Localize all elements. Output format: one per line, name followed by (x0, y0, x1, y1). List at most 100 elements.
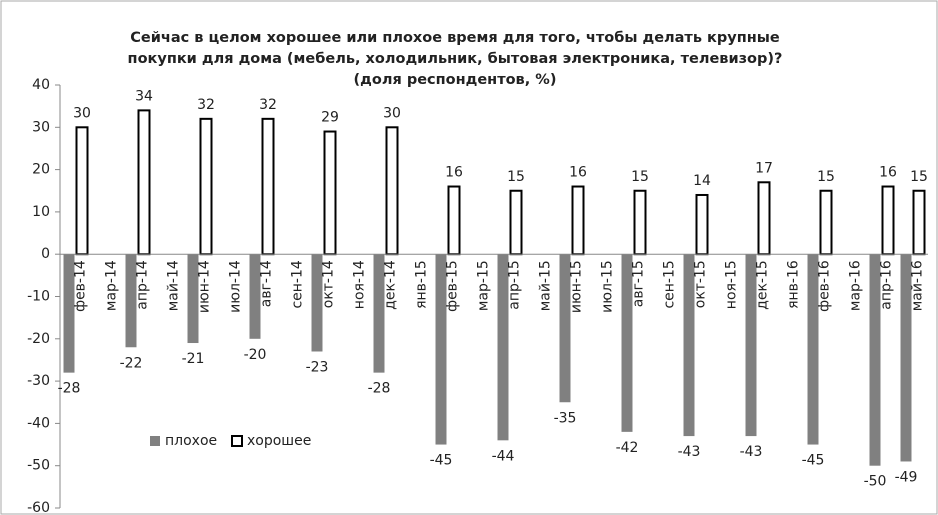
data-label: 16 (445, 165, 463, 181)
bar (497, 254, 509, 441)
x-tick-label: окт-14 (321, 260, 337, 308)
bar (311, 254, 323, 352)
data-label: 30 (383, 105, 401, 121)
bar (435, 254, 447, 445)
data-label: 14 (693, 173, 711, 189)
x-tick-label: ноя-15 (724, 260, 740, 309)
data-label: -45 (802, 453, 825, 469)
x-tick-label: май-14 (166, 260, 182, 311)
y-tick-label: -50 (27, 458, 50, 474)
y-tick-label: -60 (27, 500, 50, 515)
data-label: -44 (492, 448, 515, 464)
bar (125, 254, 137, 348)
y-tick-label: -20 (27, 331, 50, 347)
x-tick-label: фев-14 (73, 260, 89, 312)
x-tick-label: сен-15 (662, 260, 678, 308)
bar (745, 254, 757, 437)
bar (373, 254, 385, 373)
bar (63, 254, 75, 373)
y-tick-label: -10 (27, 289, 50, 305)
bar (509, 189, 523, 256)
data-label: 29 (321, 110, 339, 126)
y-tick-label: -40 (27, 415, 50, 431)
x-tick-label: янв-16 (786, 260, 802, 309)
legend-swatch (150, 436, 160, 446)
bar (187, 254, 199, 344)
data-label: -23 (306, 359, 329, 375)
bar (807, 254, 819, 445)
y-tick-label: 40 (32, 77, 50, 93)
x-tick-label: янв-15 (414, 260, 430, 309)
data-label: -35 (554, 410, 577, 426)
data-label: -49 (895, 469, 918, 485)
bar (900, 254, 912, 462)
data-label: 15 (631, 169, 649, 185)
legend-swatch (231, 435, 243, 447)
data-label: 17 (755, 160, 773, 176)
data-label: 16 (879, 165, 897, 181)
data-label: -21 (182, 351, 205, 367)
x-tick-label: апр-16 (879, 260, 895, 310)
x-tick-label: мар-15 (476, 260, 492, 311)
bar (695, 193, 709, 256)
bar (199, 117, 213, 256)
data-label: 30 (73, 105, 91, 121)
bar (819, 189, 833, 256)
data-label: 15 (910, 169, 928, 185)
bar (447, 185, 461, 256)
bar (249, 254, 261, 339)
x-tick-label: июл-14 (228, 260, 244, 313)
chart-title: Сейчас в целом хорошее или плохое время … (127, 30, 783, 88)
x-tick-label: сен-14 (290, 260, 306, 308)
x-tick-label: июл-15 (600, 260, 616, 313)
x-tick-label: фев-16 (817, 260, 833, 312)
data-label: -22 (120, 355, 143, 371)
x-tick-label: июн-14 (197, 260, 213, 313)
bar (571, 185, 585, 256)
bar (621, 254, 633, 432)
data-label: -28 (368, 381, 391, 397)
legend-label: хорошее (247, 433, 311, 449)
x-tick-label: авг-14 (259, 260, 275, 307)
data-label: -42 (616, 440, 639, 456)
bar (881, 185, 895, 256)
data-label: 32 (197, 97, 215, 113)
data-label: -28 (58, 381, 81, 397)
data-label: -43 (678, 444, 701, 460)
y-tick-label: 10 (32, 204, 50, 220)
data-label: 32 (259, 97, 277, 113)
y-tick-label: 0 (41, 246, 50, 262)
data-label: -50 (864, 474, 887, 490)
x-tick-label: дек-15 (755, 260, 771, 310)
x-tick-label: дек-14 (383, 260, 399, 310)
bar (683, 254, 695, 437)
data-label: -45 (430, 453, 453, 469)
data-label: 16 (569, 165, 587, 181)
x-tick-label: май-15 (538, 260, 554, 311)
bar (757, 181, 771, 256)
x-tick-label: мар-14 (104, 260, 120, 311)
x-tick-label: апр-15 (507, 260, 523, 310)
y-tick-label: 30 (32, 119, 50, 135)
x-tick-label: фев-15 (445, 260, 461, 312)
legend-label: плохое (165, 433, 217, 449)
bar (137, 109, 151, 256)
bar (559, 254, 571, 403)
data-label: 15 (817, 169, 835, 185)
x-tick-label: окт-15 (693, 260, 709, 308)
y-tick-label: 20 (32, 162, 50, 178)
bar (323, 130, 337, 256)
bar (385, 126, 399, 256)
bar (912, 189, 926, 256)
x-tick-label: июн-15 (569, 260, 585, 313)
data-label: -43 (740, 444, 763, 460)
bar (75, 126, 89, 256)
x-tick-label: авг-15 (631, 260, 647, 307)
x-tick-label: апр-14 (135, 260, 151, 310)
bar (633, 189, 647, 256)
bar (261, 117, 275, 256)
data-label: -20 (244, 347, 267, 363)
